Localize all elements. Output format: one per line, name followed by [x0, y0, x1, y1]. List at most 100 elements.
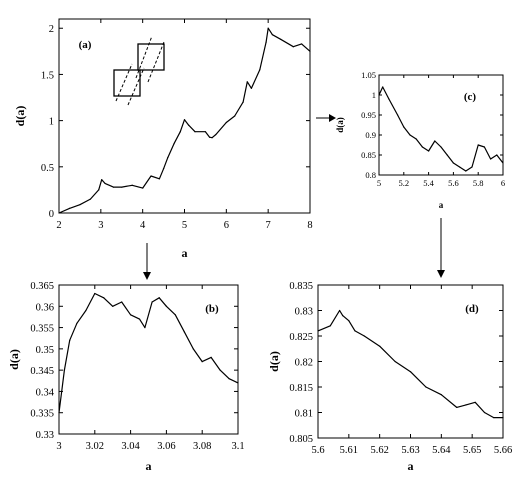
panel-b-data-point — [210, 356, 212, 358]
panel-d-ytick-label: 0.825 — [289, 332, 313, 343]
panel-a-xtick-label: 4 — [140, 220, 146, 231]
panel-c-data-point — [452, 162, 454, 164]
panel-a-ytick-label: 2 — [49, 24, 54, 35]
panel-d-ytick-label: 0.82 — [295, 358, 313, 369]
panel-a-data-point — [89, 198, 91, 200]
panel-b-data-point — [144, 326, 146, 329]
panel-c-xtick-label: 5 — [377, 178, 381, 188]
panel-b-data-point — [76, 322, 78, 324]
panel-c-data-point — [496, 154, 498, 156]
panel-d: 5.6 5.61 5.62 5.63 5.64 5.65 5.66 0.805 0.81 0.81… — [267, 281, 512, 473]
panel-c-data-point — [446, 154, 448, 156]
panel-b-data-point — [237, 382, 239, 384]
panel-b-ytick-label: 0.335 — [30, 409, 54, 420]
arrow-a-to-b-head — [143, 272, 151, 280]
panel-b-xlabel: a — [146, 459, 152, 473]
panel-a-data-point — [250, 87, 253, 89]
panel-d-data-point — [474, 401, 476, 403]
panel-c-data-point — [428, 150, 430, 152]
panel-d-data-point — [465, 404, 467, 406]
panel-d-data-point — [354, 330, 356, 332]
panel-d-data-point — [329, 325, 331, 327]
panel-a-data-point — [58, 212, 60, 214]
panel-c-data-point — [409, 134, 411, 136]
panel-c-data-point — [397, 114, 399, 116]
panel-d-ytick-label: 0.83 — [295, 307, 313, 318]
panel-b-xtick-label: 3.1 — [231, 441, 244, 452]
panel-b-data-point — [228, 378, 230, 380]
panel-b-data-point — [94, 292, 96, 295]
panel-b-xtick-label: 3.04 — [121, 441, 140, 452]
panel-b-ytick-label: 0.34 — [36, 387, 55, 398]
panel-a-data-point — [79, 204, 81, 206]
panel-b-ytick-label: 0.365 — [30, 281, 54, 292]
panel-c-xtick-label: 5.8 — [473, 178, 484, 188]
inset-dashed-line-3 — [135, 35, 153, 79]
panel-c-ytick-label: 0.9 — [365, 130, 376, 140]
inset-dashed-line-2 — [127, 67, 145, 106]
panel-b-xtick-label: 3.02 — [86, 441, 104, 452]
panel-a-data-point — [211, 137, 213, 139]
panel-a-data-point — [121, 186, 123, 188]
panel-a-data-point — [173, 143, 175, 145]
panel-d-xtick-label: 5.65 — [463, 445, 481, 456]
panel-c-data-point — [502, 162, 504, 164]
panel-c-ytick-label: 0.8 — [365, 170, 376, 180]
panel-d-annotation: (d) — [465, 303, 479, 315]
panel-b-data-point — [151, 301, 153, 303]
panel-a-data-point — [98, 189, 100, 191]
panel-a-data-point — [225, 121, 227, 124]
panel-a-data-point — [215, 133, 217, 136]
panel-c-data-point — [415, 138, 417, 140]
panel-b-data-point — [85, 309, 87, 312]
panel-c-ytick-label: 1 — [372, 90, 376, 100]
panel-c-ytick-label: 0.85 — [361, 150, 376, 160]
panel-d-data-point — [483, 411, 486, 414]
panel-a-xtick-label: 2 — [56, 220, 61, 231]
panel-d-data-point — [409, 371, 412, 373]
panel-c-xlabel: a — [439, 200, 444, 210]
panel-c-data-point — [471, 166, 473, 168]
panel-a-data-point — [209, 136, 211, 138]
panel-d-xtick-label: 5.63 — [401, 445, 419, 456]
panel-c-data-point — [421, 146, 423, 148]
panel-b-xtick-label: 3.08 — [193, 441, 211, 452]
panel-d-ytick-label: 0.815 — [289, 383, 313, 394]
panel-b-data-point — [192, 348, 194, 350]
panel-a-data-point — [194, 131, 196, 133]
panel-d-xtick-label: 5.62 — [370, 445, 388, 456]
panel-b-ylabel: d(a) — [7, 349, 21, 370]
panel-a-xtick-label: 5 — [182, 220, 187, 231]
panel-b-data-point — [63, 369, 65, 371]
panel-a-xtick-label: 7 — [266, 220, 271, 231]
panel-a-data-point — [101, 179, 103, 181]
panel-a: 2 3 4 5 6 7 8 0 0.5 1 1.5 2 (a) a d(a) — [13, 18, 313, 260]
panel-d-data-point — [363, 335, 365, 337]
panel-a-data-point — [267, 27, 269, 29]
panel-a-data-point — [188, 124, 190, 126]
panel-b-ytick-label: 0.35 — [36, 345, 54, 356]
panel-b-data-point — [58, 412, 60, 414]
panel-c-data-point — [382, 86, 384, 88]
panel-d-data-point — [394, 360, 396, 363]
panel-b-ytick-label: 0.33 — [36, 430, 54, 441]
panel-d-data-point — [342, 315, 344, 317]
inset-box-upper — [137, 43, 165, 71]
panel-a-ytick-label: 1.5 — [41, 70, 54, 81]
panel-b-ytick-label: 0.345 — [30, 366, 54, 377]
panel-c-data-point — [483, 146, 485, 148]
panel-d-xtick-label: 5.6 — [311, 445, 324, 456]
panel-a-data-point — [309, 50, 311, 52]
panel-b-annotation: (b) — [205, 303, 219, 315]
panel-b-data-point — [130, 314, 132, 316]
panel-c-data-point — [440, 146, 442, 148]
panel-a-xtick-label: 8 — [307, 220, 312, 231]
panel-c-ylabel: d(a) — [335, 117, 345, 133]
panel-a-xlabel: a — [182, 246, 188, 260]
panel-b-data-point — [69, 339, 71, 341]
panel-d-ytick-label: 0.805 — [289, 434, 313, 445]
panel-c-xtick-label: 5.4 — [423, 178, 434, 188]
panel-c-data-point — [388, 98, 390, 100]
panel-a-data-point — [183, 119, 186, 121]
panel-d-data-point — [493, 417, 495, 419]
